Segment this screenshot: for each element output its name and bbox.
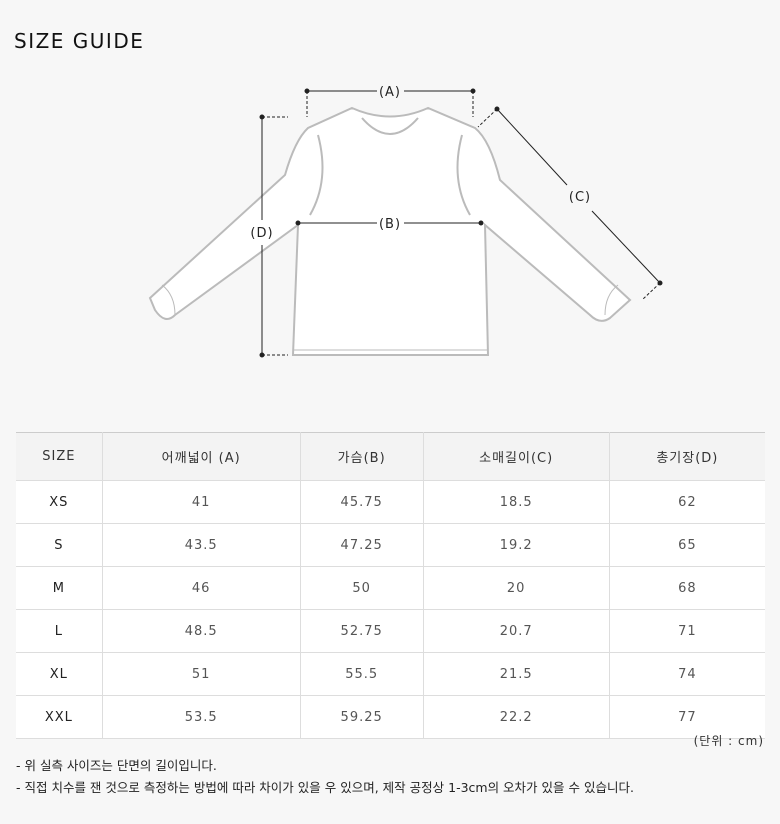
page-title: SIZE GUIDE	[14, 29, 145, 53]
measurement-cell: 52.75	[299, 609, 424, 653]
size-cell: XXL	[16, 695, 103, 739]
measurement-cell: 18.5	[422, 480, 610, 524]
measurement-cell: 20.7	[422, 609, 610, 653]
measurement-cell: 48.5	[101, 609, 301, 653]
size-cell: XS	[16, 480, 103, 524]
table-row: S 43.5 47.25 19.2 65	[16, 523, 765, 567]
label-a: (A)	[379, 85, 401, 100]
measurement-cell: 53.5	[101, 695, 301, 739]
measurement-cell: 68	[608, 566, 765, 610]
measurement-cell: 65	[608, 523, 765, 567]
notes: - 위 실측 사이즈는 단면의 길이입니다. - 직접 치수를 잰 것으로 측정…	[16, 755, 634, 799]
measurement-cell: 21.5	[422, 652, 610, 696]
header-cell: 가슴(B)	[299, 432, 424, 481]
measurement-cell: 74	[608, 652, 765, 696]
header-cell: SIZE	[16, 432, 103, 481]
note: - 위 실측 사이즈는 단면의 길이입니다.	[16, 758, 217, 773]
measurement-cell: 62	[608, 480, 765, 524]
table-row: XS 41 45.75 18.5 62	[16, 480, 765, 524]
measurement-cell: 45.75	[299, 480, 424, 524]
measurement-cell: 59.25	[299, 695, 424, 739]
size-cell: XL	[16, 652, 103, 696]
size-cell: S	[16, 523, 103, 567]
measurement-cell: 46	[101, 566, 301, 610]
table-row: XXL 53.5 59.25 22.2 77	[16, 695, 765, 739]
shirt-measurement-diagram: (A) (B) (C) (D)	[148, 85, 663, 358]
unit-label: (단위 : cm)	[693, 734, 764, 748]
header-cell: 총기장(D)	[608, 432, 765, 481]
measurement-cell: 22.2	[422, 695, 610, 739]
note: - 직접 치수를 잰 것으로 측정하는 방법에 따라 차이가 있을 우 있으며,…	[16, 780, 634, 795]
header-cell: 어깨넓이 (A)	[101, 432, 301, 481]
table-row: L 48.5 52.75 20.7 71	[16, 609, 765, 653]
measurement-cell: 47.25	[299, 523, 424, 567]
measurement-cell: 55.5	[299, 652, 424, 696]
label-b: (B)	[379, 217, 401, 232]
label-d: (D)	[250, 226, 273, 241]
measurement-cell: 41	[101, 480, 301, 524]
size-cell: M	[16, 566, 103, 610]
measurement-cell: 43.5	[101, 523, 301, 567]
label-c: (C)	[569, 190, 591, 205]
size-cell: L	[16, 609, 103, 653]
measurement-cell: 77	[608, 695, 765, 739]
header-cell: 소매길이(C)	[422, 432, 610, 481]
table-header-row: SIZE 어깨넓이 (A) 가슴(B) 소매길이(C) 총기장(D)	[16, 432, 765, 481]
measurement-cell: 50	[299, 566, 424, 610]
measurement-cell: 51	[101, 652, 301, 696]
table-row: M 46 50 20 68	[16, 566, 765, 610]
measurement-cell: 20	[422, 566, 610, 610]
measurement-cell: 19.2	[422, 523, 610, 567]
table-row: XL 51 55.5 21.5 74	[16, 652, 765, 696]
shirt-outline	[148, 106, 632, 356]
measurement-cell: 71	[608, 609, 765, 653]
size-table: SIZE 어깨넓이 (A) 가슴(B) 소매길이(C) 총기장(D) XS 41 4…	[16, 432, 765, 739]
